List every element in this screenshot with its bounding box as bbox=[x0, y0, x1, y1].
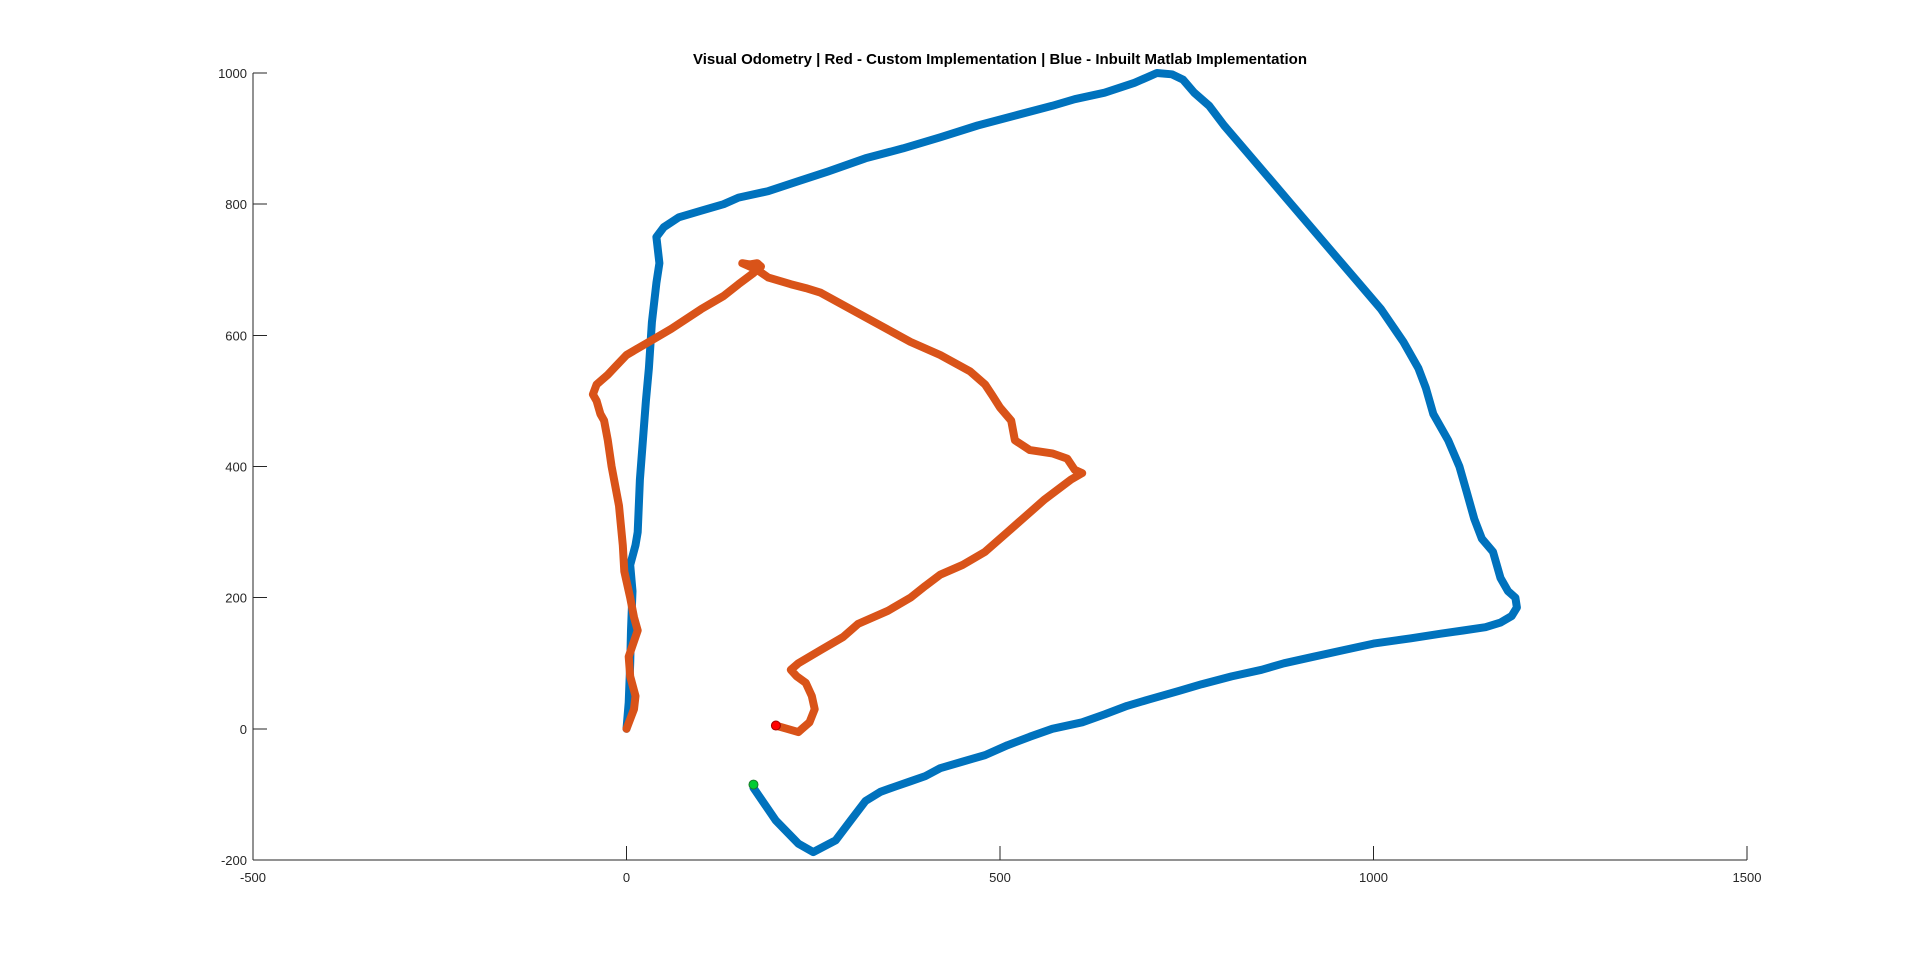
start-marker bbox=[748, 779, 759, 790]
chart-title: Visual Odometry | Red - Custom Implement… bbox=[693, 51, 1307, 68]
y-tick-label: 800 bbox=[225, 197, 247, 212]
x-tick-label: 1500 bbox=[1733, 870, 1762, 885]
axes-layer: -500 0 500 1000 1500 -200 0 200 400 600 800 1000 bbox=[218, 66, 1761, 885]
y-tick-label: 400 bbox=[225, 460, 247, 475]
y-tick-label: -200 bbox=[221, 853, 247, 868]
red-trajectory-line bbox=[588, 259, 1087, 737]
series-layer bbox=[588, 69, 1521, 857]
x-tick-label: 0 bbox=[623, 870, 630, 885]
x-tick-label: 500 bbox=[989, 870, 1011, 885]
y-tick-label: 0 bbox=[240, 722, 247, 737]
y-tick-label: 1000 bbox=[218, 66, 247, 81]
start-marker bbox=[770, 720, 781, 731]
y-tick-label: 200 bbox=[225, 591, 247, 606]
x-tick-label: 1000 bbox=[1359, 870, 1388, 885]
x-tick-label: -500 bbox=[240, 870, 266, 885]
y-tick-label: 600 bbox=[225, 328, 247, 343]
blue-trajectory-line bbox=[622, 69, 1521, 857]
